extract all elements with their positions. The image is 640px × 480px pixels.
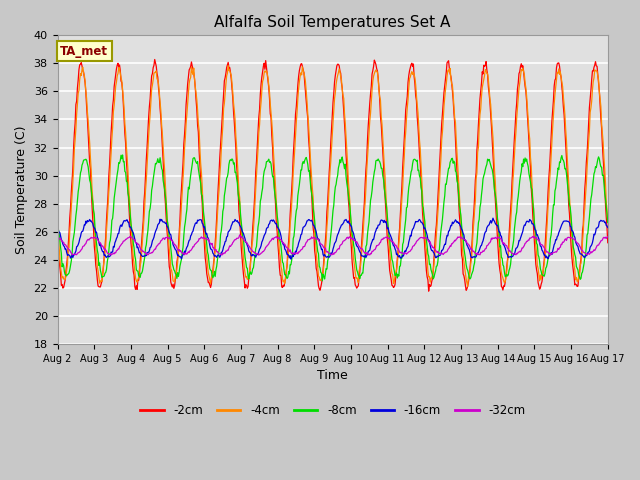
Title: Alfalfa Soil Temperatures Set A: Alfalfa Soil Temperatures Set A <box>214 15 451 30</box>
Legend: -2cm, -4cm, -8cm, -16cm, -32cm: -2cm, -4cm, -8cm, -16cm, -32cm <box>135 399 530 421</box>
Text: TA_met: TA_met <box>60 45 108 58</box>
Y-axis label: Soil Temperature (C): Soil Temperature (C) <box>15 125 28 254</box>
X-axis label: Time: Time <box>317 369 348 382</box>
